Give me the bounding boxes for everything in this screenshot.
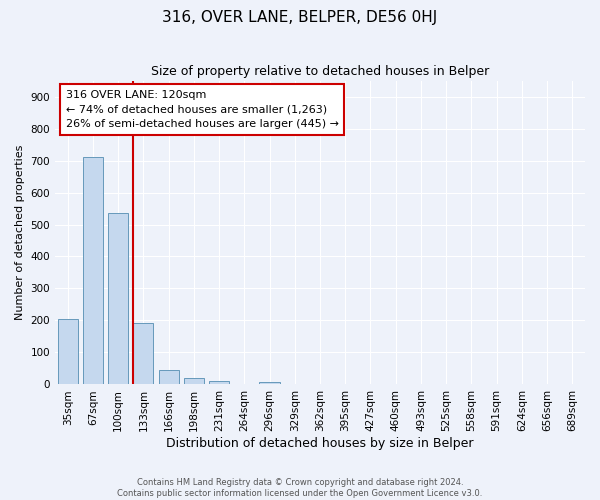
Text: Contains HM Land Registry data © Crown copyright and database right 2024.
Contai: Contains HM Land Registry data © Crown c… (118, 478, 482, 498)
Text: 316 OVER LANE: 120sqm
← 74% of detached houses are smaller (1,263)
26% of semi-d: 316 OVER LANE: 120sqm ← 74% of detached … (65, 90, 338, 130)
X-axis label: Distribution of detached houses by size in Belper: Distribution of detached houses by size … (166, 437, 474, 450)
Bar (133, 322, 154, 384)
Bar (83, 158, 103, 384)
Bar (108, 212, 128, 384)
Y-axis label: Number of detached properties: Number of detached properties (15, 145, 25, 320)
Bar (158, 370, 179, 384)
Bar (259, 382, 280, 384)
Bar (184, 378, 204, 384)
Title: Size of property relative to detached houses in Belper: Size of property relative to detached ho… (151, 65, 489, 78)
Text: 316, OVER LANE, BELPER, DE56 0HJ: 316, OVER LANE, BELPER, DE56 0HJ (163, 10, 437, 25)
Bar (209, 381, 229, 384)
Bar (58, 319, 78, 384)
